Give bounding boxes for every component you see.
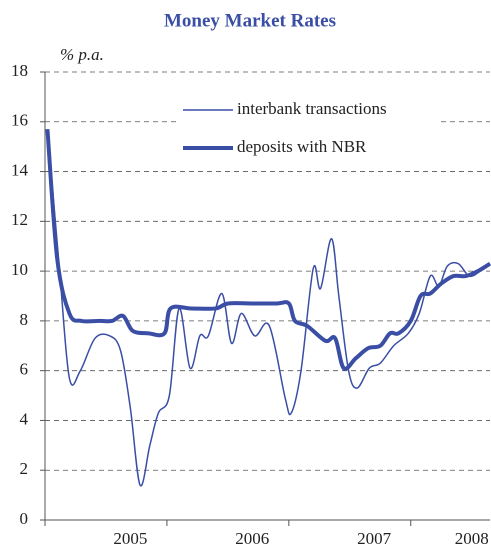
y-tick-label: 10 bbox=[11, 260, 28, 279]
x-tick-label: 2008 bbox=[455, 529, 489, 548]
series-line bbox=[46, 129, 491, 487]
y-tick-label: 0 bbox=[20, 509, 29, 528]
y-tick-label: 16 bbox=[11, 111, 28, 130]
y-tick-label: 8 bbox=[20, 310, 29, 329]
x-tick-label: 2005 bbox=[113, 529, 147, 548]
y-tick-label: 4 bbox=[20, 409, 29, 428]
x-tick-label: 2006 bbox=[235, 529, 269, 548]
legend-label: deposits with NBR bbox=[237, 137, 367, 156]
y-tick-label: 18 bbox=[11, 61, 28, 80]
y-tick-label: 12 bbox=[11, 210, 28, 229]
y-tick-label: 14 bbox=[11, 160, 29, 179]
y-tick-label: 2 bbox=[20, 459, 29, 478]
y-tick-label: 6 bbox=[20, 360, 29, 379]
unit-label: % p.a. bbox=[60, 45, 104, 64]
series-line bbox=[45, 129, 491, 371]
chart-title: Money Market Rates bbox=[164, 10, 336, 31]
x-tick-label: 2007 bbox=[357, 529, 392, 548]
legend-label: interbank transactions bbox=[237, 99, 387, 118]
legend-box bbox=[178, 95, 438, 165]
